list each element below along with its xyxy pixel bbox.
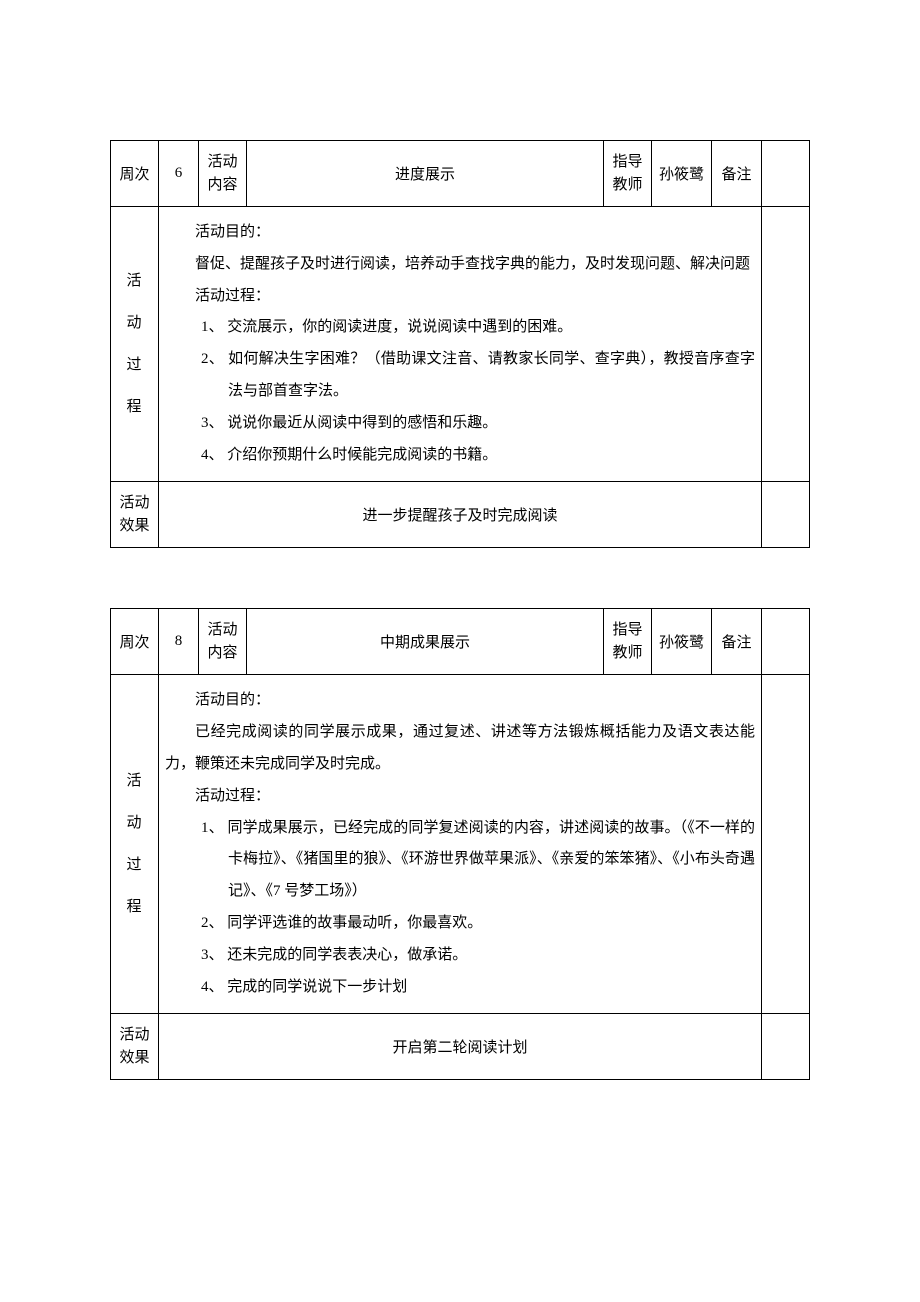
step-item: 2、 同学评选谁的故事最动听，你最喜欢。 (165, 908, 755, 940)
week-number: 8 (159, 609, 199, 675)
activity-content-label: 活动内容 (199, 609, 247, 675)
note-label: 备注 (712, 609, 762, 675)
week-label: 周次 (111, 141, 159, 207)
step-item: 2、 如何解决生字困难？（借助课文注音、请教家长同学、查字典），教授音序查字法与… (165, 344, 755, 408)
step-item: 3、 还未完成的同学表表决心，做承诺。 (165, 940, 755, 972)
teacher-label: 指导教师 (604, 609, 652, 675)
note-cell (762, 482, 810, 548)
header-row: 周次 6 活动内容 进度展示 指导教师 孙筱鹭 备注 (111, 141, 810, 207)
purpose-text: 已经完成阅读的同学展示成果，通过复述、讲述等方法锻炼概括能力及语文表达能力，鞭策… (165, 717, 755, 781)
activity-content-label: 活动内容 (199, 141, 247, 207)
activity-table-1: 周次 6 活动内容 进度展示 指导教师 孙筱鹭 备注 活 动 过 程 活动目的：… (110, 140, 810, 548)
steps-heading: 活动过程： (165, 281, 755, 313)
process-label-char: 活 (117, 760, 152, 802)
step-item: 4、 完成的同学说说下一步计划 (165, 972, 755, 1004)
process-label: 活 动 过 程 (111, 207, 159, 482)
header-row: 周次 8 活动内容 中期成果展示 指导教师 孙筱鹭 备注 (111, 609, 810, 675)
step-item: 1、 同学成果展示，已经完成的同学复述阅读的内容，讲述阅读的故事。（《不一样的卡… (165, 813, 755, 908)
process-label-char: 过 (117, 844, 152, 886)
process-body: 活动目的： 已经完成阅读的同学展示成果，通过复述、讲述等方法锻炼概括能力及语文表… (159, 675, 762, 1014)
step-item: 1、 交流展示，你的阅读进度，说说阅读中遇到的困难。 (165, 312, 755, 344)
note-cell (762, 609, 810, 675)
step-item: 3、 说说你最近从阅读中得到的感悟和乐趣。 (165, 408, 755, 440)
week-label: 周次 (111, 609, 159, 675)
effect-text: 进一步提醒孩子及时完成阅读 (159, 482, 762, 548)
process-label-char: 过 (117, 344, 152, 386)
activity-table-2: 周次 8 活动内容 中期成果展示 指导教师 孙筱鹭 备注 活 动 过 程 活动目… (110, 608, 810, 1080)
process-label-char: 动 (117, 302, 152, 344)
note-cell (762, 207, 810, 482)
process-label-char: 程 (117, 386, 152, 428)
purpose-text: 督促、提醒孩子及时进行阅读，培养动手查找字典的能力，及时发现问题、解决问题 (165, 249, 755, 281)
note-cell (762, 675, 810, 1014)
process-label-char: 活 (117, 260, 152, 302)
teacher-label: 指导教师 (604, 141, 652, 207)
effect-label: 活动效果 (111, 482, 159, 548)
week-number: 6 (159, 141, 199, 207)
purpose-heading: 活动目的： (165, 685, 755, 717)
activity-title: 进度展示 (247, 141, 604, 207)
process-body: 活动目的： 督促、提醒孩子及时进行阅读，培养动手查找字典的能力，及时发现问题、解… (159, 207, 762, 482)
teacher-name: 孙筱鹭 (652, 141, 712, 207)
steps-heading: 活动过程： (165, 781, 755, 813)
process-row: 活 动 过 程 活动目的： 督促、提醒孩子及时进行阅读，培养动手查找字典的能力，… (111, 207, 810, 482)
note-label: 备注 (712, 141, 762, 207)
teacher-name: 孙筱鹭 (652, 609, 712, 675)
note-cell (762, 141, 810, 207)
process-label-char: 程 (117, 886, 152, 928)
effect-label: 活动效果 (111, 1014, 159, 1080)
process-label-char: 动 (117, 802, 152, 844)
effect-row: 活动效果 进一步提醒孩子及时完成阅读 (111, 482, 810, 548)
effect-row: 活动效果 开启第二轮阅读计划 (111, 1014, 810, 1080)
purpose-heading: 活动目的： (165, 217, 755, 249)
process-label: 活 动 过 程 (111, 675, 159, 1014)
process-row: 活 动 过 程 活动目的： 已经完成阅读的同学展示成果，通过复述、讲述等方法锻炼… (111, 675, 810, 1014)
note-cell (762, 1014, 810, 1080)
effect-text: 开启第二轮阅读计划 (159, 1014, 762, 1080)
step-item: 4、 介绍你预期什么时候能完成阅读的书籍。 (165, 440, 755, 472)
activity-title: 中期成果展示 (247, 609, 604, 675)
